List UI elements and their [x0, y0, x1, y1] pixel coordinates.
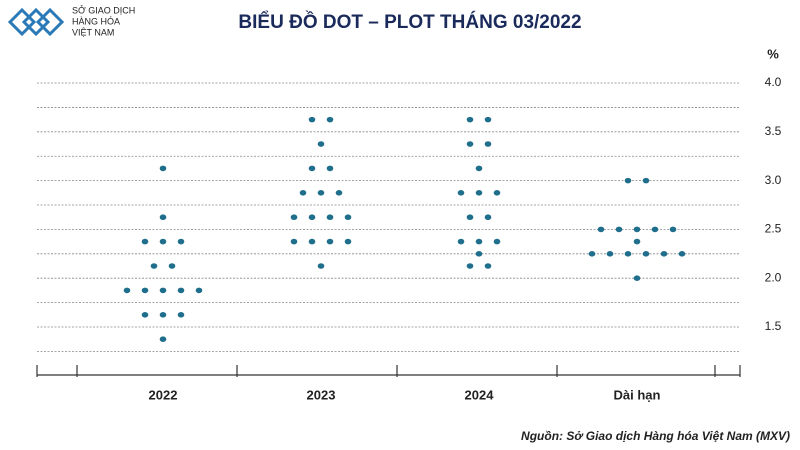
- dot: [326, 165, 334, 172]
- dot: [484, 263, 492, 269]
- dot: [159, 238, 167, 245]
- dot: [150, 263, 158, 269]
- logo-text: HÀNG HÓA: [72, 16, 120, 26]
- dot: [177, 287, 185, 294]
- x-tick-label: Dài hạn: [614, 387, 661, 402]
- dot: [308, 214, 316, 221]
- dot: [597, 226, 605, 233]
- y-tick-label: 2.0: [765, 270, 782, 284]
- dot: [326, 116, 334, 123]
- dot: [475, 251, 483, 257]
- dot: [493, 190, 501, 196]
- dot: [317, 263, 325, 269]
- y-tick-label: 3.0: [765, 173, 782, 187]
- dot: [177, 312, 185, 318]
- dot: [141, 238, 149, 245]
- dot: [123, 287, 131, 294]
- dot: [159, 165, 167, 172]
- dot: [141, 287, 149, 294]
- dot: [493, 238, 501, 245]
- dot: [484, 116, 492, 123]
- dot: [466, 141, 474, 147]
- logo: [7, 7, 65, 37]
- dot: [633, 226, 641, 233]
- dot: [669, 226, 677, 233]
- x-tick-label: 2022: [149, 387, 178, 402]
- chart-title: BIỂU ĐỒ DOT – PLOT THÁNG 03/2022: [238, 11, 581, 33]
- dot: [624, 251, 632, 257]
- dot: [317, 141, 325, 147]
- dot: [588, 251, 596, 257]
- dot: [624, 177, 632, 184]
- dot: [159, 214, 167, 221]
- y-tick-label: 3.5: [765, 124, 782, 138]
- dot: [326, 214, 334, 221]
- logo-text: VIỆT NAM: [72, 27, 114, 37]
- dot: [642, 177, 650, 184]
- y-tick-label: 2.5: [765, 222, 782, 236]
- dot: [317, 190, 325, 196]
- dot: [326, 238, 334, 245]
- dot: [615, 226, 623, 233]
- dot: [290, 238, 298, 245]
- logo-text: SỞ GIAO DỊCH: [72, 4, 135, 15]
- dot: [475, 238, 483, 245]
- dot: [466, 116, 474, 123]
- y-axis-label: %: [767, 46, 779, 61]
- dot: [308, 165, 316, 172]
- dot: [159, 312, 167, 318]
- dot: [678, 251, 686, 257]
- x-tick-label: 2024: [465, 387, 495, 402]
- dot: [344, 238, 352, 245]
- dot: [141, 312, 149, 318]
- dot: [484, 214, 492, 221]
- dot: [159, 287, 167, 294]
- dot: [466, 214, 474, 221]
- dot: [606, 251, 614, 257]
- dot: [168, 263, 176, 269]
- dot: [475, 190, 483, 196]
- dot: [335, 190, 343, 196]
- x-tick-label: 2023: [307, 387, 336, 402]
- dot: [159, 336, 167, 343]
- source: Nguồn: Sở Giao dịch Hàng hóa Việt Nam (M…: [521, 429, 790, 443]
- dot: [177, 238, 185, 245]
- y-tick-label: 1.5: [765, 319, 782, 333]
- y-tick-label: 4.0: [765, 75, 782, 89]
- dot: [344, 214, 352, 221]
- dot: [290, 214, 298, 221]
- dot: [466, 263, 474, 269]
- dot: [633, 275, 641, 282]
- dot: [457, 238, 465, 245]
- dot: [651, 226, 659, 233]
- dot: [299, 190, 307, 196]
- dot: [642, 251, 650, 257]
- dot: [484, 141, 492, 147]
- dot: [660, 251, 668, 257]
- dot: [308, 238, 316, 245]
- dot: [195, 287, 203, 294]
- dot: [633, 238, 641, 245]
- dot: [308, 116, 316, 123]
- dot: [475, 165, 483, 172]
- dot: [457, 190, 465, 196]
